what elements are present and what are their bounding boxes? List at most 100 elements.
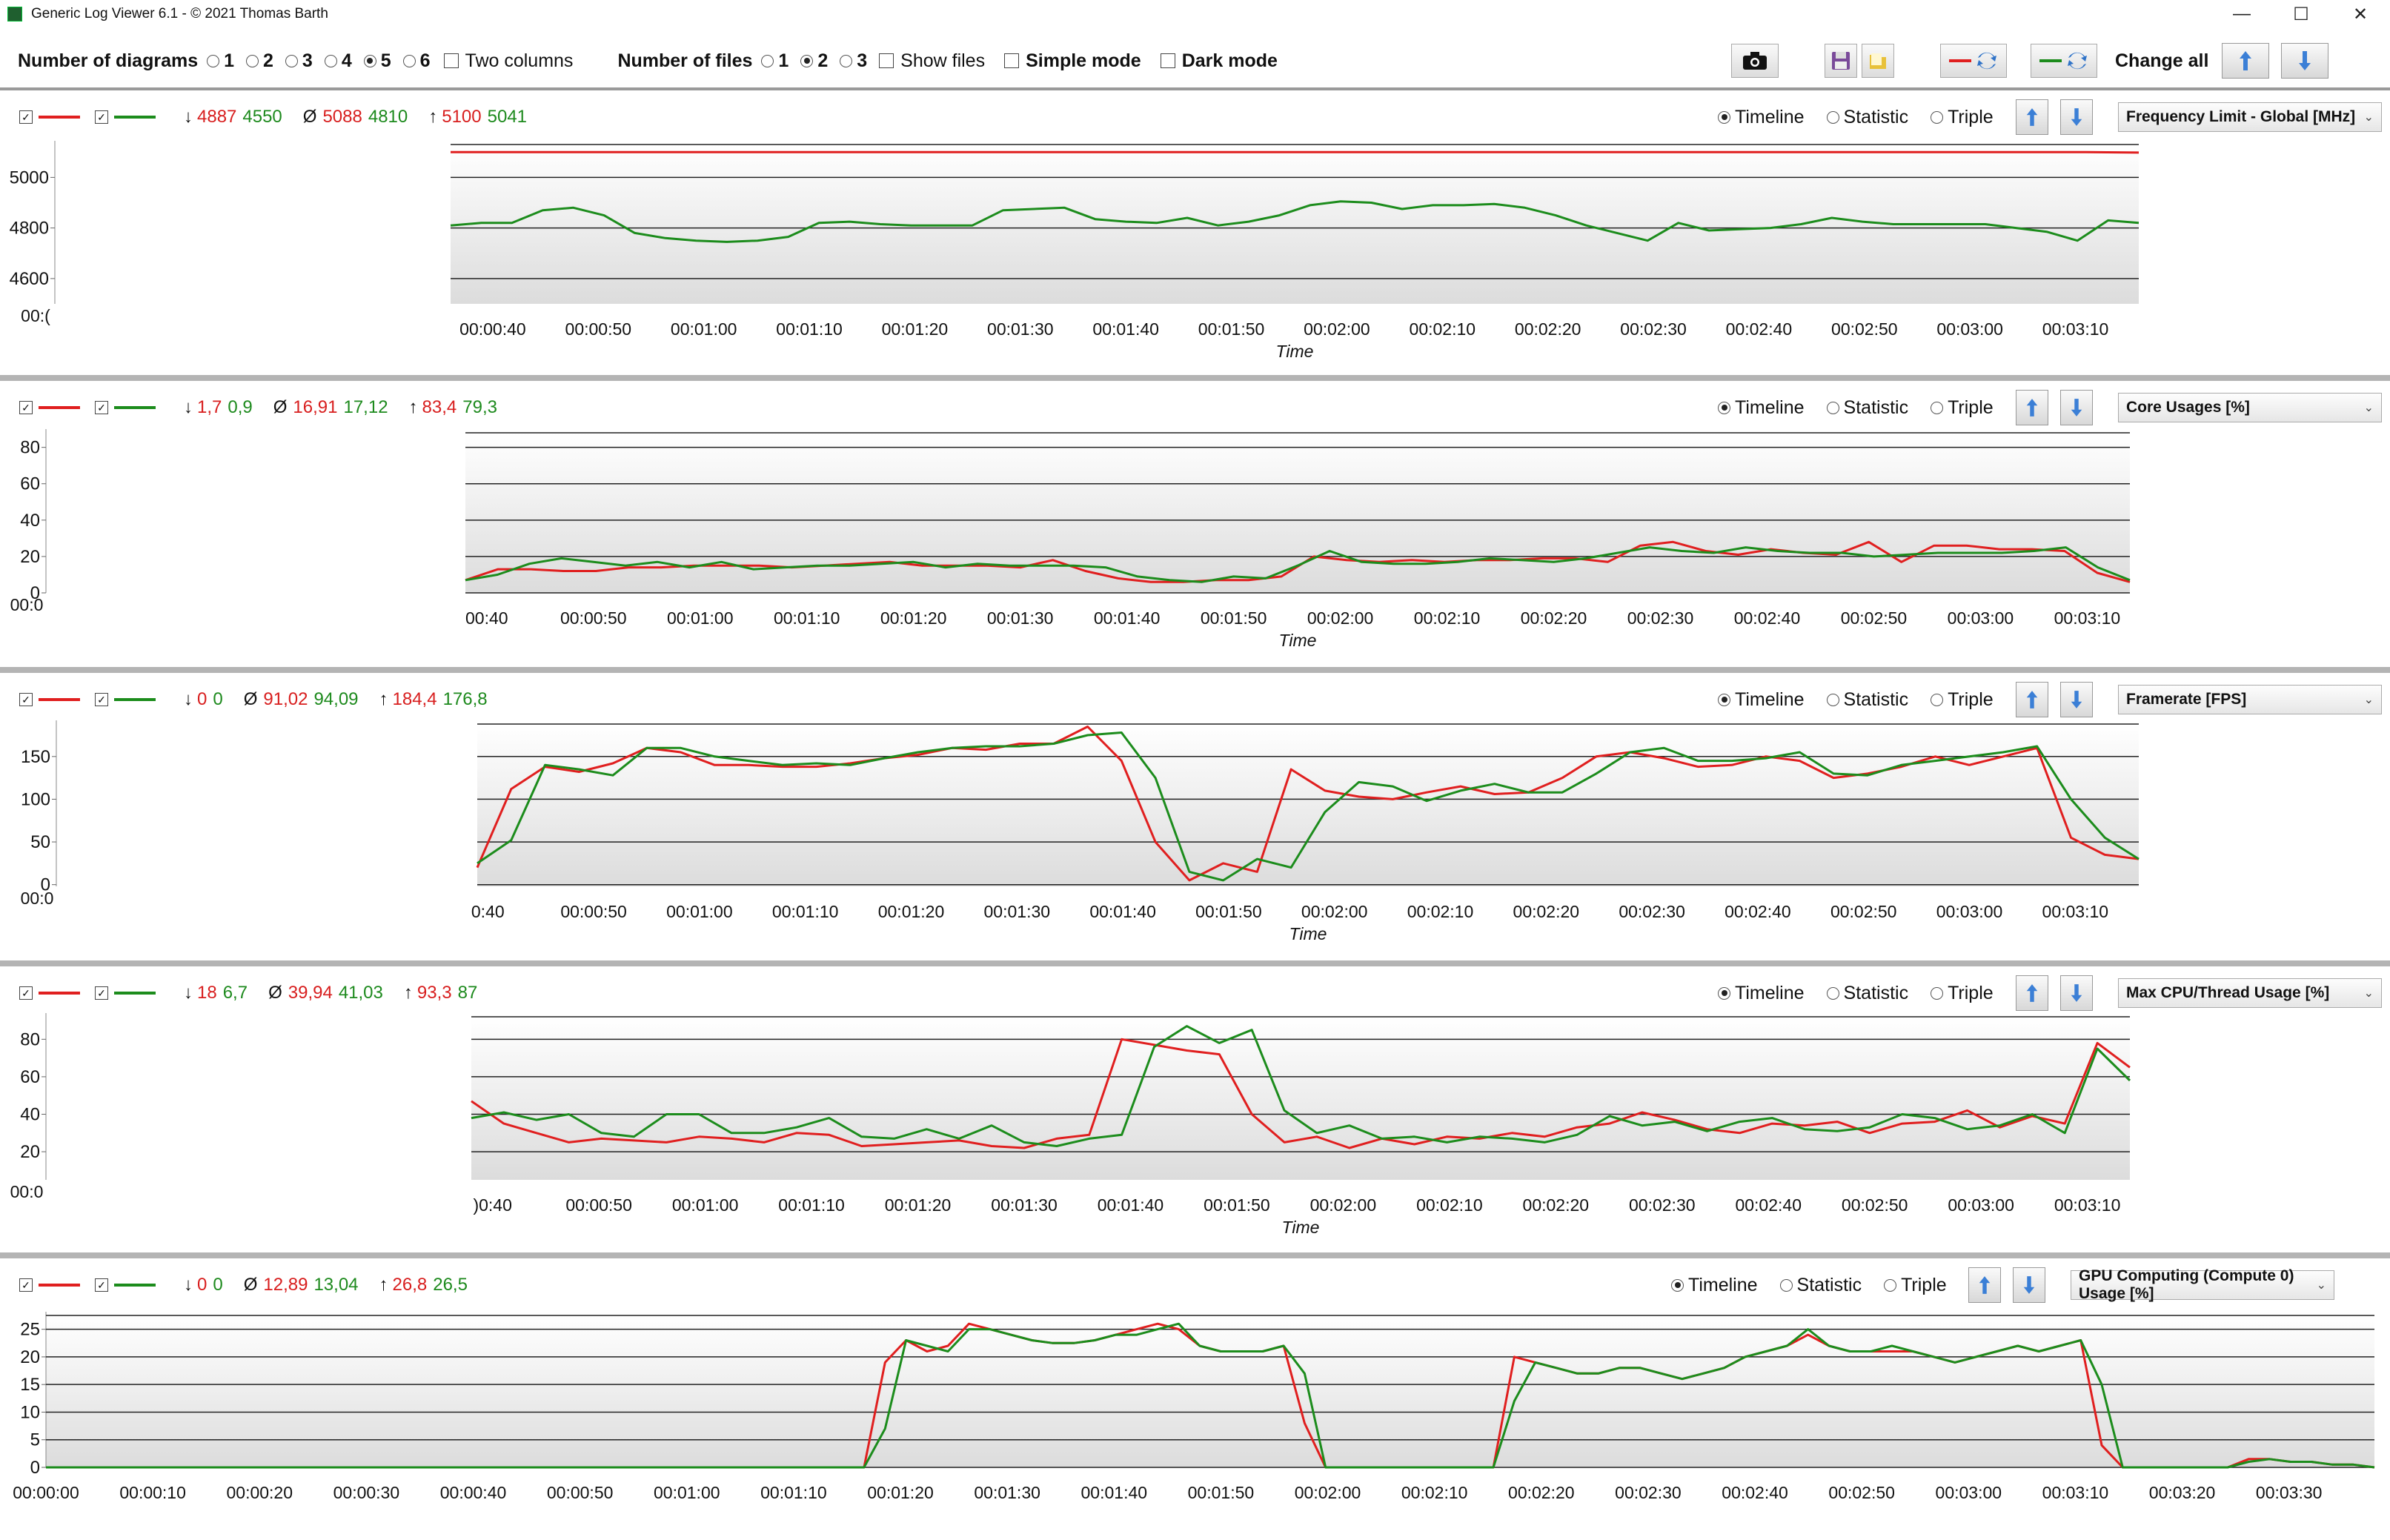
x-tick-label: 00:01:10 — [772, 902, 839, 921]
sensor-select[interactable]: Core Usages [%] ⌄ — [2118, 393, 2382, 422]
series-green-checkbox[interactable]: ✓ — [95, 1278, 108, 1292]
diagrams-radio-4[interactable]: 4 — [324, 50, 352, 72]
x-tick-label: 00:03:10 — [2054, 608, 2121, 628]
series-red-checkbox[interactable]: ✓ — [19, 693, 33, 706]
arrow-down-icon — [2071, 399, 2082, 416]
x-tick-label: 00:02:40 — [1722, 1483, 1788, 1502]
sensor-select[interactable]: Framerate [FPS] ⌄ — [2118, 685, 2382, 714]
mode-triple-radio[interactable]: Triple — [1931, 983, 1994, 1004]
y-tick-label: 4800 — [10, 219, 49, 239]
mode-statistic-radio[interactable]: Statistic — [1826, 983, 1908, 1004]
move-up-button[interactable] — [2016, 390, 2048, 425]
x-tick-label: 00:02:20 — [1521, 608, 1587, 628]
series-green-checkbox[interactable]: ✓ — [95, 401, 108, 414]
mode-statistic-radio[interactable]: Statistic — [1826, 689, 1908, 711]
mode-statistic-radio[interactable]: Statistic — [1779, 1275, 1862, 1296]
panel-legend-row: ✓ ✓ ↓ 1,7 0,9 Ø 16,91 17,12 ↑ 83,4 79,3 — [0, 393, 497, 422]
mode-statistic-radio[interactable]: Statistic — [1826, 107, 1908, 128]
x-tick-label: 00:01:40 — [1092, 319, 1159, 339]
maximize-button[interactable]: ☐ — [2293, 4, 2309, 24]
plot-area — [477, 724, 2139, 886]
swap-green-icon — [2039, 52, 2087, 70]
diagrams-radio-6[interactable]: 6 — [402, 50, 431, 72]
x-tick-label: 00:02:00 — [1301, 902, 1368, 921]
x-tick-label: 00:02:00 — [1304, 319, 1370, 339]
mode-timeline-radio[interactable]: Timeline — [1671, 1275, 1758, 1296]
chevron-down-icon: ⌄ — [2363, 694, 2374, 706]
max-red-value: 5100 — [442, 107, 482, 127]
mode-triple-radio[interactable]: Triple — [1884, 1275, 1947, 1296]
sensor-select-value: GPU Computing (Compute 0) Usage [%] — [2079, 1267, 2294, 1302]
diagrams-radio-1[interactable]: 1 — [207, 50, 234, 72]
chevron-down-icon: ⌄ — [2363, 111, 2374, 124]
diagrams-radio-3[interactable]: 3 — [285, 50, 313, 72]
move-down-button[interactable] — [2060, 975, 2093, 1011]
sensor-select[interactable]: Frequency Limit - Global [MHz] ⌄ — [2118, 102, 2382, 132]
series-red-checkbox[interactable]: ✓ — [19, 401, 33, 414]
x-tick-label: 00:01:40 — [1081, 1483, 1148, 1502]
mode-timeline-radio[interactable]: Timeline — [1718, 397, 1805, 419]
move-down-button[interactable] — [2060, 682, 2093, 717]
panel-order-arrows — [1968, 1267, 2057, 1303]
mode-triple-radio[interactable]: Triple — [1931, 397, 1994, 419]
change-all-up-button[interactable] — [2222, 43, 2270, 79]
files-radio-1[interactable]: 1 — [761, 50, 789, 72]
files-radio-3[interactable]: 3 — [840, 50, 867, 72]
min-red-value: 0 — [197, 689, 208, 709]
close-button[interactable]: ✕ — [2352, 4, 2369, 24]
diagrams-radio-5[interactable]: 5 — [363, 50, 391, 72]
two-columns-checkbox[interactable]: Two columns — [443, 50, 573, 72]
x-tick-label: 00:03:20 — [2149, 1483, 2216, 1502]
plot-area — [451, 145, 2139, 304]
x-axis-title: Time — [1289, 924, 1327, 943]
mode-timeline-radio[interactable]: Timeline — [1718, 689, 1805, 711]
move-up-button[interactable] — [2016, 975, 2048, 1011]
min-red-value: 0 — [197, 1275, 208, 1295]
x-tick-label: 00:01:50 — [1204, 1195, 1270, 1215]
x-tick-label: 00:01:50 — [1195, 902, 1262, 921]
sensor-select[interactable]: Max CPU/Thread Usage [%] ⌄ — [2118, 978, 2382, 1008]
mode-triple-radio[interactable]: Triple — [1931, 107, 1994, 128]
move-up-button[interactable] — [1968, 1267, 2001, 1303]
swap-red-button[interactable] — [1940, 44, 2007, 78]
max-arrow-icon: ↑ — [379, 1275, 388, 1295]
mode-timeline-radio[interactable]: Timeline — [1718, 983, 1805, 1004]
y-tick-label: 40 — [20, 1104, 40, 1124]
arrow-down-icon — [2071, 108, 2082, 126]
chevron-down-icon: ⌄ — [2363, 987, 2374, 1000]
series-green-checkbox[interactable]: ✓ — [95, 110, 108, 124]
series-red-checkbox[interactable]: ✓ — [19, 986, 33, 1000]
swap-green-button[interactable] — [2031, 44, 2097, 78]
change-all-down-button[interactable] — [2281, 43, 2329, 79]
move-down-button[interactable] — [2060, 99, 2093, 135]
x-tick-label: 00:03:10 — [2042, 319, 2109, 339]
series-line-green — [46, 1322, 2375, 1469]
series-red-checkbox[interactable]: ✓ — [19, 110, 33, 124]
screenshot-button[interactable] — [1731, 44, 1779, 78]
swap-red-icon — [1949, 52, 1996, 70]
move-up-button[interactable] — [2016, 99, 2048, 135]
series-green-checkbox[interactable]: ✓ — [95, 693, 108, 706]
show-files-checkbox[interactable]: Show files — [879, 50, 985, 72]
mode-statistic-radio[interactable]: Statistic — [1826, 397, 1908, 419]
series-green-checkbox[interactable]: ✓ — [95, 986, 108, 1000]
mode-triple-radio[interactable]: Triple — [1931, 689, 1994, 711]
mode-timeline-radio[interactable]: Timeline — [1718, 107, 1805, 128]
diagrams-radio-2[interactable]: 2 — [246, 50, 273, 72]
series-red-checkbox[interactable]: ✓ — [19, 1278, 33, 1292]
files-radio-2[interactable]: 2 — [800, 50, 828, 72]
window-controls: — ☐ ✕ — [2212, 0, 2390, 28]
series-line-red — [471, 1038, 2131, 1149]
minimize-button[interactable]: — — [2233, 4, 2251, 24]
dark-mode-checkbox[interactable]: Dark mode — [1160, 50, 1278, 72]
sensor-select[interactable]: GPU Computing (Compute 0) Usage [%] ⌄ — [2071, 1267, 2334, 1302]
x-tick-label: 00:0 — [10, 595, 44, 614]
x-tick-label: 00:00:50 — [547, 1483, 614, 1502]
save-button[interactable] — [1825, 44, 1857, 78]
simple-mode-checkbox[interactable]: Simple mode — [1004, 50, 1141, 72]
move-down-button[interactable] — [2013, 1267, 2045, 1303]
move-down-button[interactable] — [2060, 390, 2093, 425]
open-folder-button[interactable] — [1862, 44, 1894, 78]
move-up-button[interactable] — [2016, 682, 2048, 717]
x-tick-label: 00:40 — [465, 608, 508, 628]
